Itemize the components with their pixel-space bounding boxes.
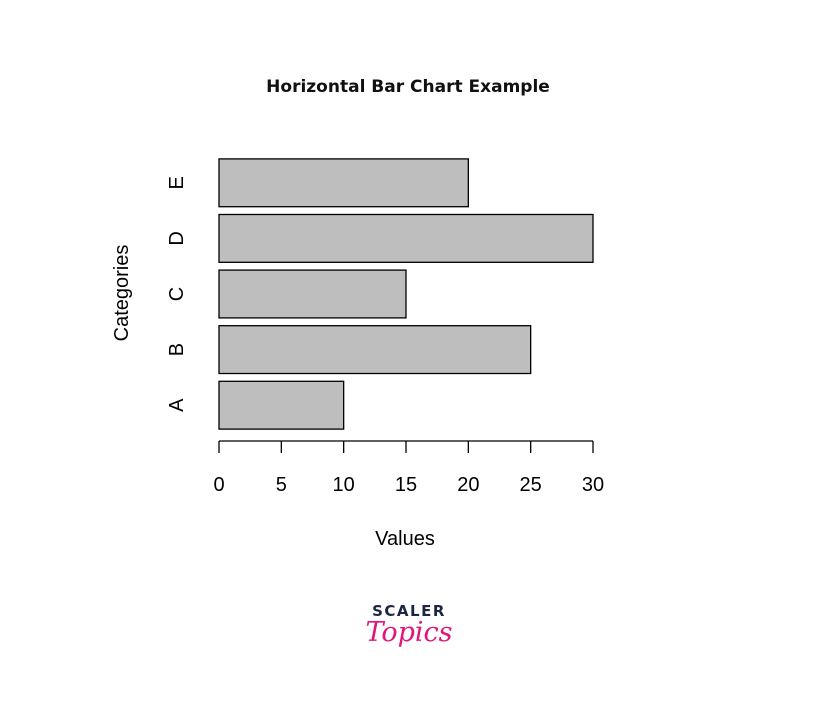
logo-scaler-text: SCALER <box>372 602 446 620</box>
bar-B <box>218 325 532 375</box>
category-label-E: E <box>166 176 188 189</box>
bars-group <box>218 158 594 430</box>
category-label-A: A <box>166 398 188 412</box>
x-tick-label-15: 15 <box>395 474 417 496</box>
bar-D <box>218 213 594 263</box>
bar-E <box>218 158 469 208</box>
x-tick-label-0: 0 <box>213 474 224 496</box>
x-ticks-group: 0 5 10 15 20 25 30 <box>213 441 604 496</box>
logo-topics-text: Topics <box>365 617 452 648</box>
bar-A <box>218 380 345 430</box>
x-tick-label-5: 5 <box>276 474 287 496</box>
x-tick-label-10: 10 <box>333 474 355 496</box>
category-label-B: B <box>166 343 188 356</box>
x-tick-label-30: 30 <box>582 474 604 496</box>
bar-C <box>218 269 407 319</box>
category-labels-group: A B C D E <box>166 176 188 412</box>
x-axis-label: Values <box>375 528 435 550</box>
category-label-D: D <box>166 231 188 245</box>
x-tick-label-20: 20 <box>457 474 479 496</box>
chart-title: Horizontal Bar Chart Example <box>266 77 550 97</box>
x-tick-label-25: 25 <box>520 474 542 496</box>
category-label-C: C <box>166 287 188 301</box>
y-axis-label: Categories <box>111 245 133 342</box>
scaler-topics-logo: SCALER Topics <box>365 602 452 648</box>
